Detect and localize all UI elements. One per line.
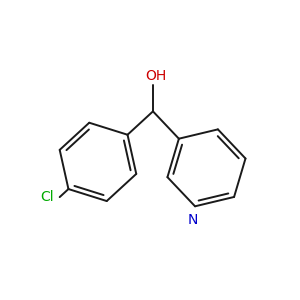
Text: Cl: Cl — [40, 190, 54, 204]
Text: N: N — [188, 213, 198, 227]
Text: OH: OH — [145, 69, 166, 83]
